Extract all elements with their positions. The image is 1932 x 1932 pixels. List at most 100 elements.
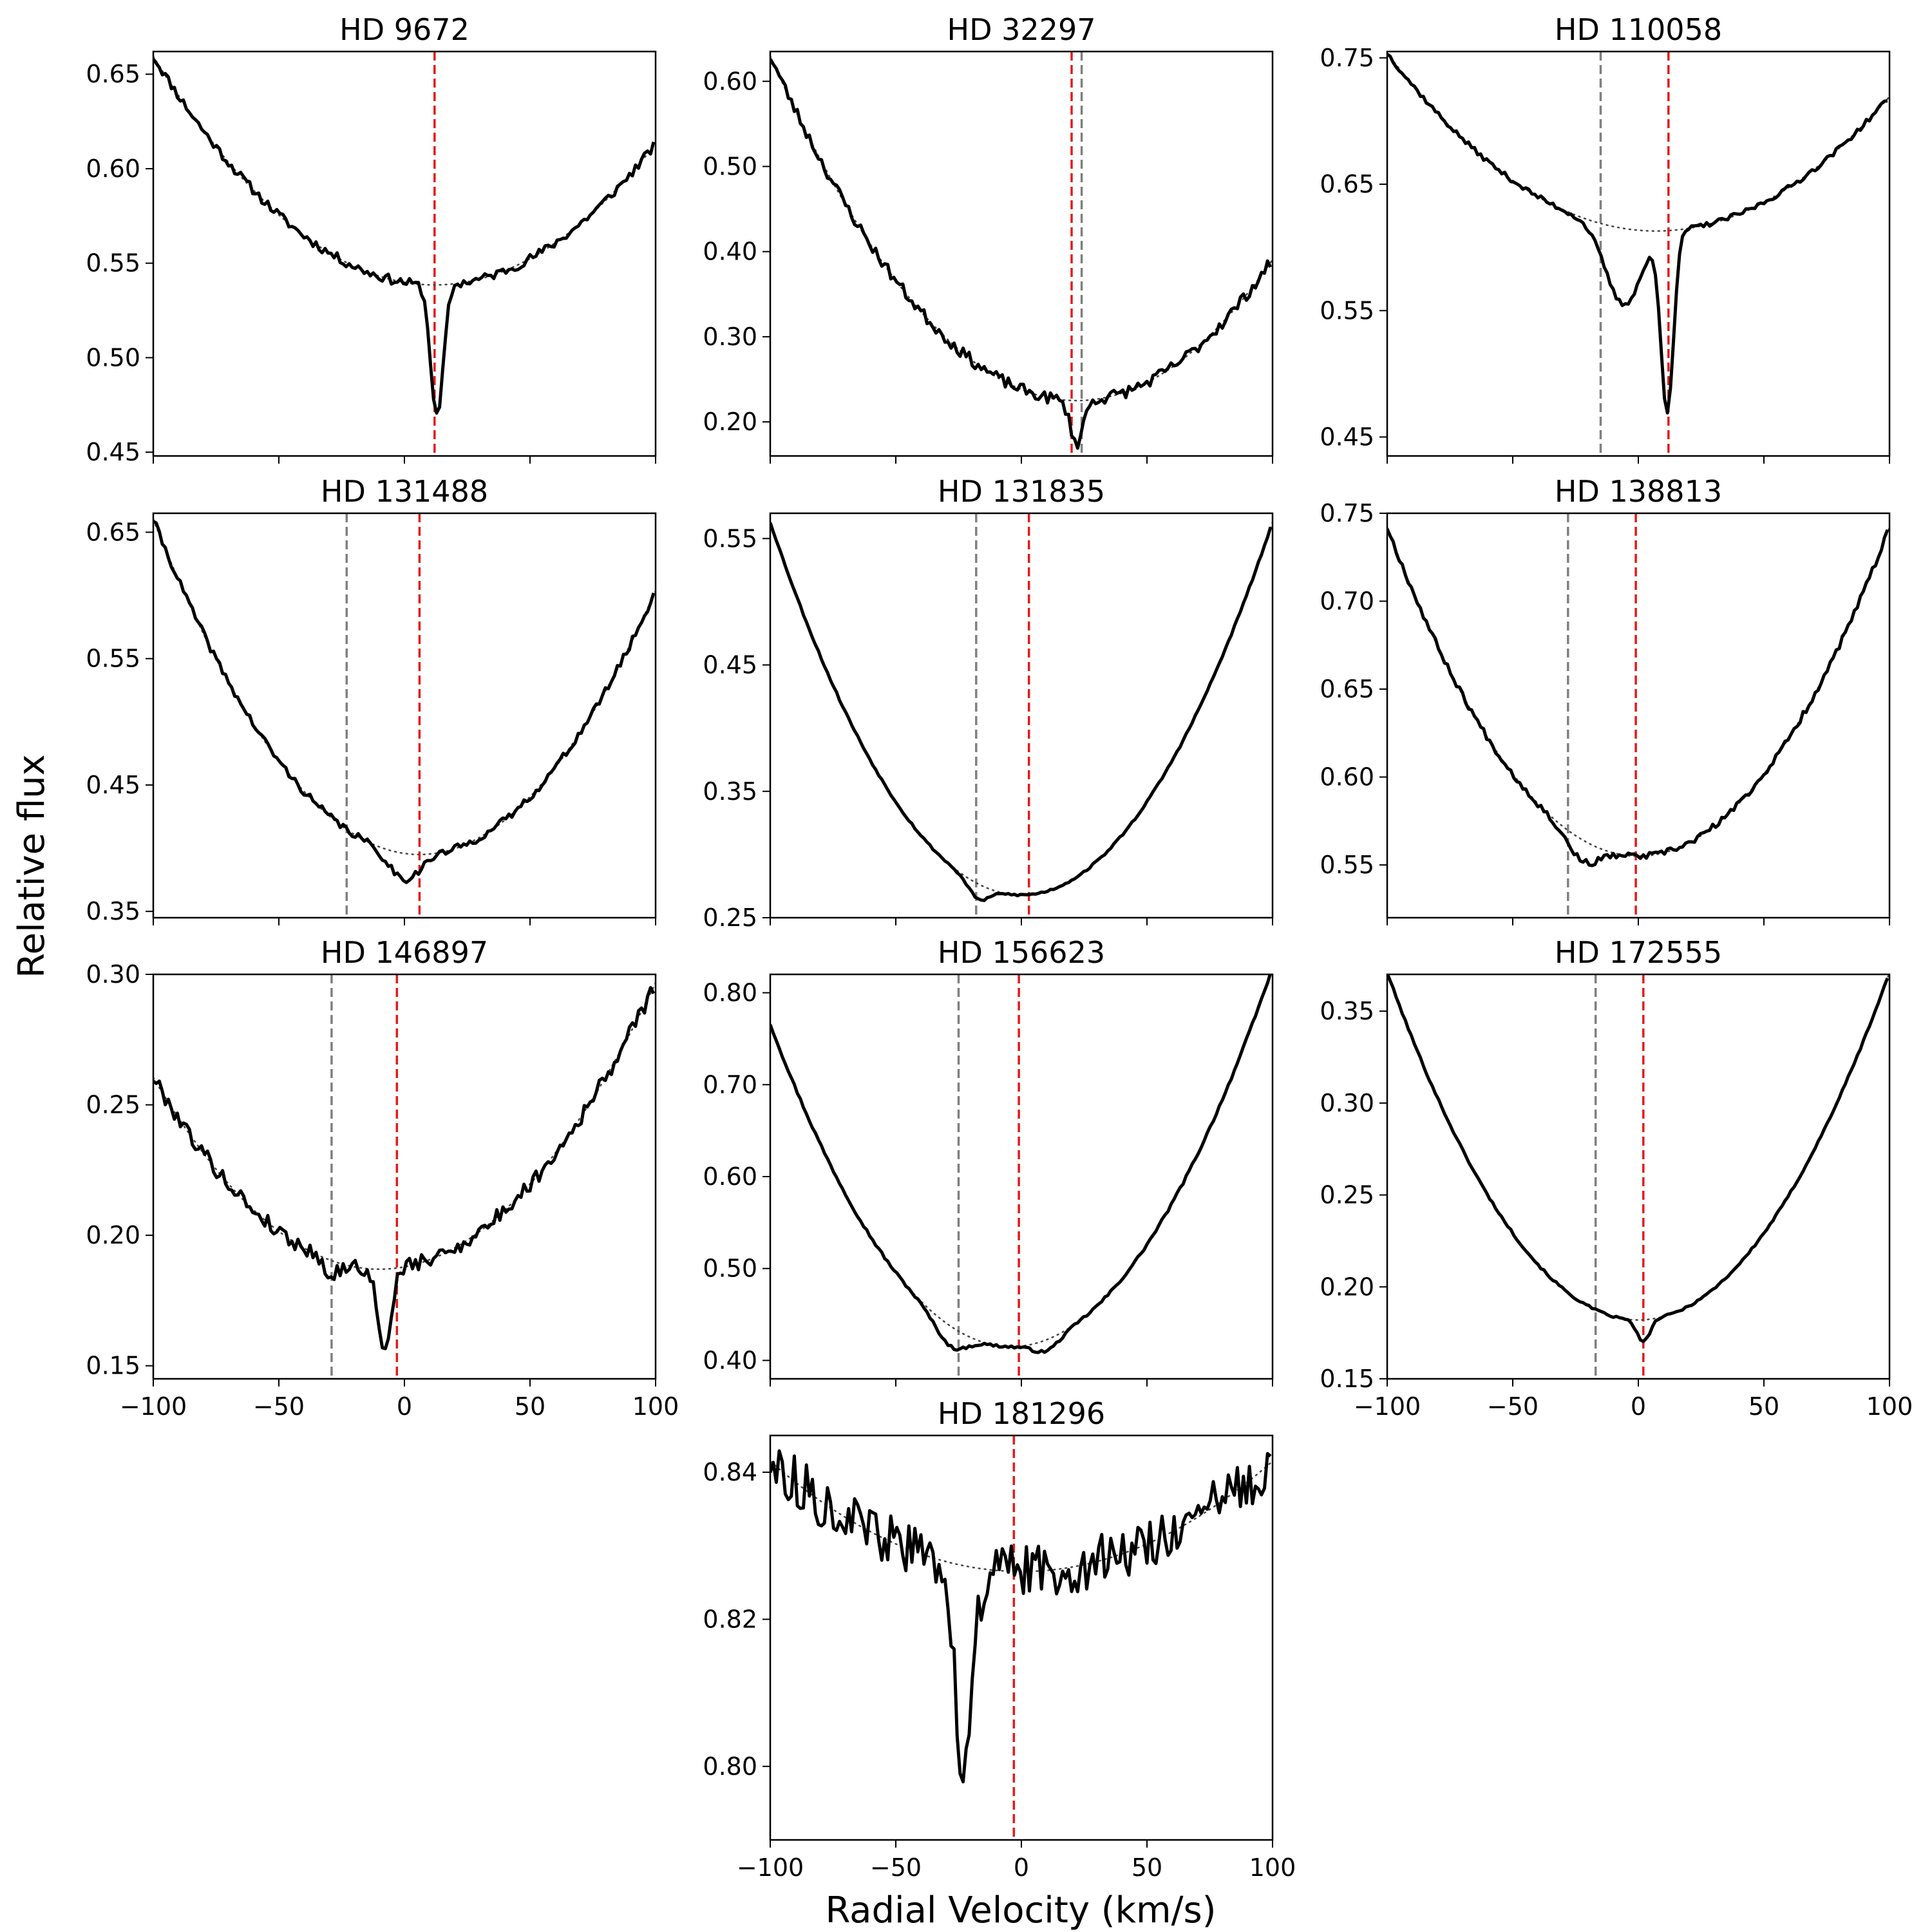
panel-frame — [152, 973, 657, 1380]
x-tick-label: 100 — [632, 1392, 679, 1421]
fit-curve — [153, 55, 656, 286]
x-tick-label: −100 — [120, 1392, 187, 1421]
y-tick-label: 0.25 — [703, 904, 757, 932]
line-profile — [153, 520, 656, 884]
y-tick-label: 0.55 — [1320, 851, 1374, 879]
y-tick-label: 0.55 — [1320, 296, 1374, 325]
panel-title: HD 146897 — [321, 935, 488, 970]
y-tick-label: 0.25 — [86, 1091, 140, 1119]
y-tick-label: 0.35 — [1320, 997, 1374, 1025]
fit-curve — [1387, 52, 1889, 232]
panel-title: HD 172555 — [1555, 935, 1722, 970]
y-tick-label: 0.20 — [703, 408, 757, 436]
x-tick-label: 50 — [515, 1392, 545, 1421]
y-tick-label: 0.70 — [703, 1070, 757, 1099]
y-tick-label: 0.50 — [703, 152, 757, 180]
y-tick-label: 0.35 — [86, 897, 140, 925]
y-tick-label: 0.30 — [1320, 1089, 1374, 1117]
y-tick-label: 0.60 — [86, 155, 140, 183]
panel-frame — [769, 50, 1274, 457]
x-tick-label: 100 — [1866, 1392, 1913, 1421]
x-tick-label: 50 — [1748, 1392, 1779, 1421]
y-tick-label: 0.45 — [86, 771, 140, 799]
y-tick-label: 0.20 — [1320, 1273, 1374, 1301]
panel-frame — [769, 973, 1274, 1380]
x-tick-label: −50 — [1487, 1392, 1539, 1421]
panel-frame — [769, 1434, 1274, 1841]
y-tick-label: 0.35 — [703, 777, 757, 806]
panel: HD 156623 0.40 0.50 0.60 0.70 0.80 — [703, 935, 1274, 1387]
y-tick-label: 0.15 — [86, 1352, 140, 1380]
y-tick-label: 0.55 — [703, 524, 757, 553]
y-tick-label: 0.50 — [703, 1255, 757, 1283]
plot-area — [770, 1435, 1273, 1840]
y-tick-label: 0.45 — [703, 651, 757, 679]
panel: HD 146897 −100 −50 0 50 100 0.15 0.20 0.25 0.30 — [86, 935, 679, 1421]
panel: HD 32297 0.20 0.30 0.40 0.50 0.60 — [703, 12, 1274, 464]
panel: HD 110058 0.45 0.55 0.65 0.75 — [1320, 12, 1891, 464]
x-tick-label: −100 — [1354, 1392, 1421, 1421]
panels: HD 9672 0.45 0.50 0.55 0.60 0.65 HD 32297 0.20 0… — [86, 12, 1913, 1882]
y-tick-label: 0.30 — [703, 323, 757, 351]
x-tick-label: −50 — [870, 1853, 922, 1882]
plot-area — [770, 52, 1273, 456]
y-tick-label: 0.82 — [703, 1605, 757, 1633]
x-tick-label: −100 — [737, 1853, 804, 1882]
line-profile — [1387, 528, 1889, 867]
y-tick-label: 0.60 — [703, 1162, 757, 1191]
plot-area — [153, 513, 656, 918]
y-tick-label: 0.25 — [1320, 1181, 1374, 1209]
panel: HD 138813 0.55 0.60 0.65 0.70 0.75 — [1320, 474, 1891, 925]
fit-curve — [153, 518, 656, 856]
y-tick-label: 0.80 — [703, 979, 757, 1007]
panel: HD 131835 0.25 0.35 0.45 0.55 — [703, 474, 1274, 932]
y-tick-label: 0.65 — [1320, 170, 1374, 198]
panel-title: HD 32297 — [947, 12, 1096, 47]
plot-area — [770, 974, 1272, 1379]
panel: HD 181296 −100 −50 0 50 100 0.80 0.82 0.84 — [703, 1396, 1296, 1882]
fit-curve — [770, 1460, 1273, 1573]
panel-title: HD 156623 — [938, 935, 1105, 970]
panel-frame — [1386, 50, 1891, 457]
y-tick-label: 0.40 — [703, 1346, 757, 1374]
panel-title: HD 181296 — [938, 1396, 1105, 1431]
y-tick-label: 0.20 — [86, 1221, 140, 1249]
x-tick-label: 0 — [1014, 1853, 1029, 1882]
y-tick-label: 0.45 — [86, 438, 140, 466]
panel: HD 131488 0.35 0.45 0.55 0.65 — [86, 474, 657, 925]
panel-frame — [1386, 512, 1891, 919]
panel-frame — [152, 512, 657, 919]
plot-area — [1387, 52, 1889, 456]
y-tick-label: 0.45 — [1320, 423, 1374, 451]
y-tick-label: 0.60 — [1320, 763, 1374, 791]
x-tick-label: 0 — [397, 1392, 412, 1421]
y-tick-label: 0.65 — [1320, 675, 1374, 703]
panel-title: HD 9672 — [339, 12, 469, 47]
y-tick-label: 0.50 — [86, 343, 140, 372]
plot-area — [153, 974, 656, 1379]
line-profile — [1387, 53, 1888, 415]
line-profile — [770, 974, 1272, 1354]
y-tick-label: 0.55 — [86, 249, 140, 278]
y-tick-label: 0.60 — [703, 67, 757, 95]
y-tick-label: 0.30 — [86, 960, 140, 989]
y-tick-label: 0.75 — [1320, 44, 1374, 72]
line-profile — [153, 986, 656, 1350]
line-profile — [770, 1449, 1272, 1784]
y-tick-label: 0.40 — [703, 238, 757, 266]
panel-frame — [152, 50, 657, 457]
line-profile — [770, 522, 1273, 902]
plot-area — [1387, 513, 1889, 918]
y-tick-label: 0.70 — [1320, 587, 1374, 616]
panel-title: HD 131835 — [938, 474, 1105, 509]
y-tick-label: 0.84 — [703, 1458, 757, 1486]
x-tick-label: 0 — [1631, 1392, 1646, 1421]
panel-title: HD 131488 — [321, 474, 488, 509]
line-profile — [1387, 974, 1889, 1343]
panel-frame — [769, 512, 1274, 919]
y-tick-label: 0.55 — [86, 645, 140, 673]
x-tick-label: 100 — [1249, 1853, 1296, 1882]
y-tick-label: 0.80 — [703, 1752, 757, 1781]
plot-area — [1387, 974, 1889, 1379]
